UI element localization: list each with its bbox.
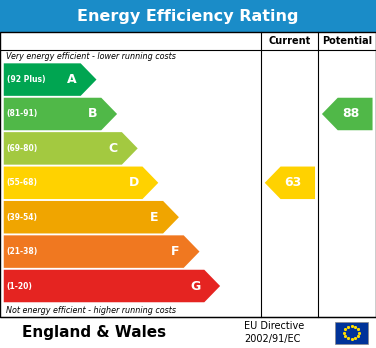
Polygon shape [4,132,138,165]
Text: (21-38): (21-38) [7,247,38,256]
Polygon shape [4,201,179,234]
Text: EU Directive
2002/91/EC: EU Directive 2002/91/EC [244,321,305,344]
Text: D: D [129,176,139,189]
Polygon shape [4,63,97,96]
Polygon shape [265,167,315,199]
Text: C: C [109,142,118,155]
Text: (1-20): (1-20) [7,282,33,291]
Polygon shape [4,167,158,199]
Text: G: G [191,279,201,293]
Polygon shape [4,235,200,268]
Text: England & Wales: England & Wales [22,325,166,340]
Text: Energy Efficiency Rating: Energy Efficiency Rating [77,8,299,24]
Polygon shape [322,98,373,130]
Text: 88: 88 [342,108,359,120]
Text: Not energy efficient - higher running costs: Not energy efficient - higher running co… [6,306,176,315]
Text: A: A [67,73,77,86]
Polygon shape [4,98,117,130]
Text: 63: 63 [284,176,302,189]
Text: Very energy efficient - lower running costs: Very energy efficient - lower running co… [6,52,176,61]
Text: (39-54): (39-54) [7,213,38,222]
Text: (69-80): (69-80) [7,144,38,153]
Bar [0,0,376,32]
Text: F: F [171,245,179,258]
Text: Potential: Potential [322,36,372,46]
Bar [335,322,368,344]
Polygon shape [4,270,220,302]
Text: E: E [150,211,159,224]
Text: (55-68): (55-68) [7,178,38,187]
Bar [0,32,376,317]
Text: Current: Current [269,36,311,46]
Text: B: B [88,108,97,120]
Text: (92 Plus): (92 Plus) [7,75,45,84]
Text: (81-91): (81-91) [7,110,38,118]
